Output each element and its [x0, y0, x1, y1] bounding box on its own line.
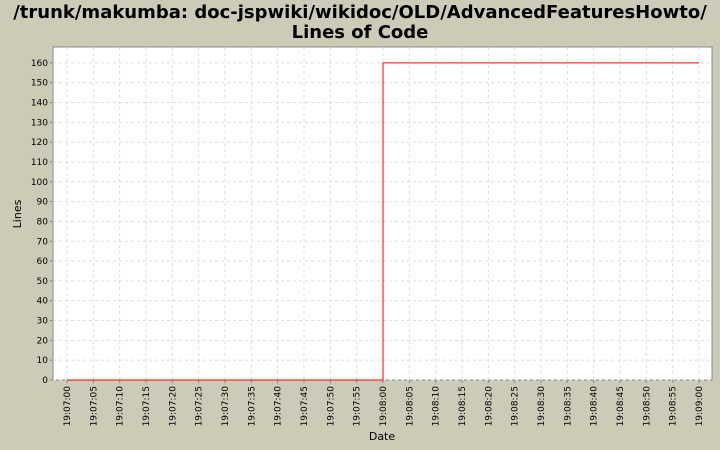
x-tick-label: 19:08:45 — [616, 386, 626, 426]
x-tick-label: 19:08:05 — [405, 386, 415, 426]
y-tick-label: 50 — [37, 277, 49, 287]
y-tick-label: 160 — [31, 59, 48, 69]
x-tick-label: 19:08:00 — [379, 386, 389, 427]
x-tick-label: 19:07:30 — [221, 386, 231, 427]
x-tick-label: 19:09:00 — [695, 386, 705, 427]
y-tick-label: 40 — [37, 297, 49, 307]
y-tick-label: 0 — [42, 376, 48, 386]
x-tick-label: 19:07:45 — [300, 386, 310, 426]
x-tick-label: 19:07:35 — [247, 386, 257, 426]
y-tick-label: 140 — [31, 99, 48, 109]
x-tick-label: 19:07:55 — [353, 386, 363, 426]
x-tick-label: 19:08:30 — [537, 386, 547, 427]
y-tick-label: 10 — [37, 356, 49, 366]
y-tick-label: 150 — [31, 79, 48, 89]
y-tick-label: 100 — [31, 178, 48, 188]
y-tick-label: 70 — [37, 237, 49, 247]
chart-subtitle: Lines of Code — [291, 22, 429, 43]
x-tick-label: 19:07:40 — [274, 386, 284, 427]
y-tick-label: 110 — [31, 158, 48, 168]
y-tick-label: 30 — [37, 317, 49, 327]
y-tick-label: 20 — [37, 336, 49, 346]
x-tick-label: 19:07:05 — [89, 386, 99, 426]
y-tick-label: 80 — [37, 217, 49, 227]
x-tick-label: 19:08:20 — [484, 386, 494, 427]
x-tick-label: 19:07:00 — [63, 386, 73, 427]
x-tick-label: 19:08:35 — [563, 386, 573, 426]
x-tick-label: 19:08:10 — [432, 386, 442, 427]
x-tick-label: 19:08:55 — [669, 386, 679, 426]
y-axis-label: Lines — [11, 199, 24, 228]
y-tick-label: 60 — [37, 257, 49, 267]
x-tick-label: 19:08:50 — [642, 386, 652, 427]
x-tick-label: 19:08:15 — [458, 386, 468, 426]
x-tick-label: 19:07:10 — [116, 386, 126, 427]
series-line — [67, 62, 699, 381]
x-tick-label: 19:08:40 — [590, 386, 600, 427]
x-axis-label: Date — [369, 430, 396, 443]
chart-title: /trunk/makumba: doc-jspwiki/wikidoc/OLD/… — [13, 2, 707, 23]
y-tick-label: 120 — [31, 138, 48, 148]
x-tick-label: 19:07:20 — [168, 386, 178, 427]
x-tick-label: 19:07:25 — [195, 386, 205, 426]
y-tick-label: 130 — [31, 118, 48, 128]
x-tick-label: 19:07:50 — [326, 386, 336, 427]
x-tick-label: 19:07:15 — [142, 386, 152, 426]
y-tick-label: 90 — [37, 198, 49, 208]
x-tick-label: 19:08:25 — [511, 386, 521, 426]
